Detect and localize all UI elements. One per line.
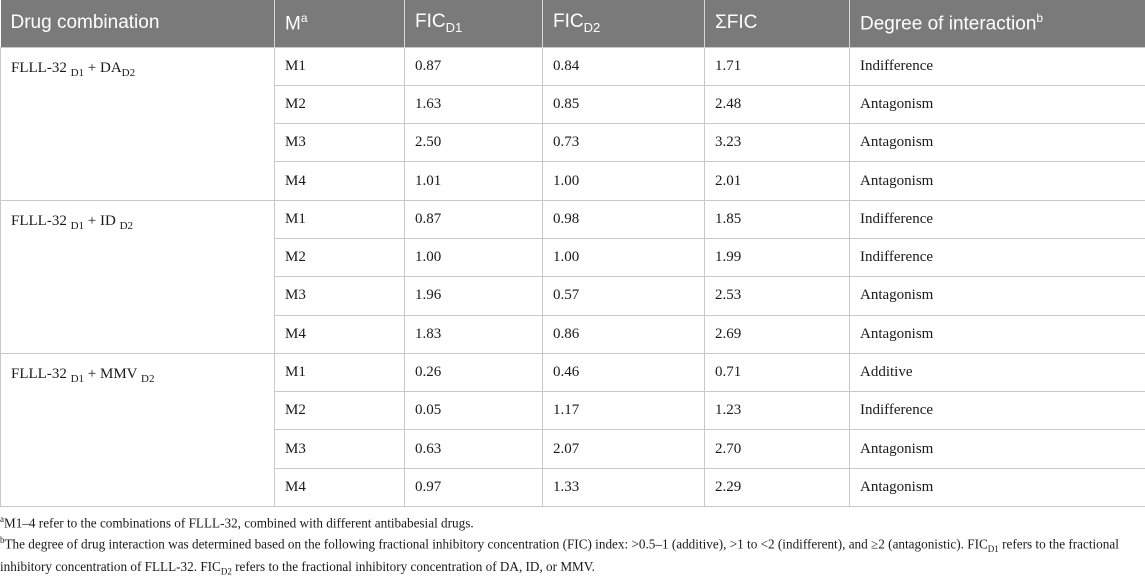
cell-fic-d2: 1.00 (543, 238, 705, 276)
cell-fic-d1: 0.05 (405, 392, 543, 430)
cell-degree: Antagonism (850, 124, 1145, 162)
cell-fic-d2: 1.33 (543, 468, 705, 506)
cell-m: M3 (275, 277, 405, 315)
cell-m: M1 (275, 353, 405, 391)
cell-fic-d1: 0.63 (405, 430, 543, 468)
header-sum-fic: ΣFIC (705, 0, 850, 47)
cell-sum-fic: 2.53 (705, 277, 850, 315)
header-row: Drug combination Ma FICD1 FICD2 ΣFIC Deg… (1, 0, 1145, 47)
cell-degree: Indifference (850, 238, 1145, 276)
cell-fic-d1: 0.26 (405, 353, 543, 391)
header-drug-combination: Drug combination (1, 0, 275, 47)
cell-degree: Antagonism (850, 468, 1145, 506)
cell-m: M2 (275, 85, 405, 123)
cell-fic-d1: 2.50 (405, 124, 543, 162)
table-wrapper: Drug combination Ma FICD1 FICD2 ΣFIC Deg… (0, 0, 1145, 507)
header-fic-d2: FICD2 (543, 0, 705, 47)
cell-fic-d1: 1.83 (405, 315, 543, 353)
cell-degree: Antagonism (850, 277, 1145, 315)
cell-degree: Indifference (850, 200, 1145, 238)
cell-fic-d2: 0.57 (543, 277, 705, 315)
cell-fic-d2: 0.46 (543, 353, 705, 391)
footnotes: aM1–4 refer to the combinations of FLLL-… (0, 511, 1145, 582)
cell-fic-d2: 0.85 (543, 85, 705, 123)
cell-degree: Antagonism (850, 430, 1145, 468)
cell-degree: Additive (850, 353, 1145, 391)
footnote-a: aM1–4 refer to the combinations of FLLL-… (0, 511, 1145, 532)
cell-fic-d2: 1.17 (543, 392, 705, 430)
cell-sum-fic: 0.71 (705, 353, 850, 391)
cell-fic-d2: 2.07 (543, 430, 705, 468)
cell-degree: Indifference (850, 47, 1145, 85)
cell-fic-d2: 0.84 (543, 47, 705, 85)
cell-m: M4 (275, 162, 405, 200)
cell-sum-fic: 1.99 (705, 238, 850, 276)
cell-m: M4 (275, 315, 405, 353)
cell-m: M2 (275, 238, 405, 276)
header-fic-d1: FICD1 (405, 0, 543, 47)
cell-m: M1 (275, 200, 405, 238)
cell-fic-d2: 1.00 (543, 162, 705, 200)
footnote-b: bThe degree of drug interaction was dete… (0, 532, 1145, 582)
cell-sum-fic: 1.71 (705, 47, 850, 85)
cell-fic-d1: 0.87 (405, 200, 543, 238)
cell-sum-fic: 2.29 (705, 468, 850, 506)
cell-fic-d1: 0.97 (405, 468, 543, 506)
fic-table: Drug combination Ma FICD1 FICD2 ΣFIC Deg… (0, 0, 1145, 507)
drug-combination-cell: FLLL-32 D1 + DAD2 (1, 47, 275, 200)
header-degree: Degree of interactionb (850, 0, 1145, 47)
cell-fic-d1: 1.96 (405, 277, 543, 315)
cell-degree: Antagonism (850, 315, 1145, 353)
cell-m: M1 (275, 47, 405, 85)
cell-fic-d2: 0.98 (543, 200, 705, 238)
cell-degree: Antagonism (850, 162, 1145, 200)
cell-sum-fic: 1.23 (705, 392, 850, 430)
cell-fic-d1: 1.01 (405, 162, 543, 200)
drug-combination-cell: FLLL-32 D1 + ID D2 (1, 200, 275, 353)
header-m: Ma (275, 0, 405, 47)
cell-fic-d1: 0.87 (405, 47, 543, 85)
cell-fic-d2: 0.73 (543, 124, 705, 162)
cell-m: M3 (275, 430, 405, 468)
cell-sum-fic: 3.23 (705, 124, 850, 162)
cell-degree: Antagonism (850, 85, 1145, 123)
cell-fic-d1: 1.00 (405, 238, 543, 276)
cell-sum-fic: 2.69 (705, 315, 850, 353)
drug-combination-cell: FLLL-32 D1 + MMV D2 (1, 353, 275, 506)
cell-m: M3 (275, 124, 405, 162)
cell-sum-fic: 2.70 (705, 430, 850, 468)
cell-degree: Indifference (850, 392, 1145, 430)
cell-fic-d1: 1.63 (405, 85, 543, 123)
cell-sum-fic: 1.85 (705, 200, 850, 238)
cell-sum-fic: 2.01 (705, 162, 850, 200)
cell-fic-d2: 0.86 (543, 315, 705, 353)
cell-sum-fic: 2.48 (705, 85, 850, 123)
cell-m: M4 (275, 468, 405, 506)
cell-m: M2 (275, 392, 405, 430)
